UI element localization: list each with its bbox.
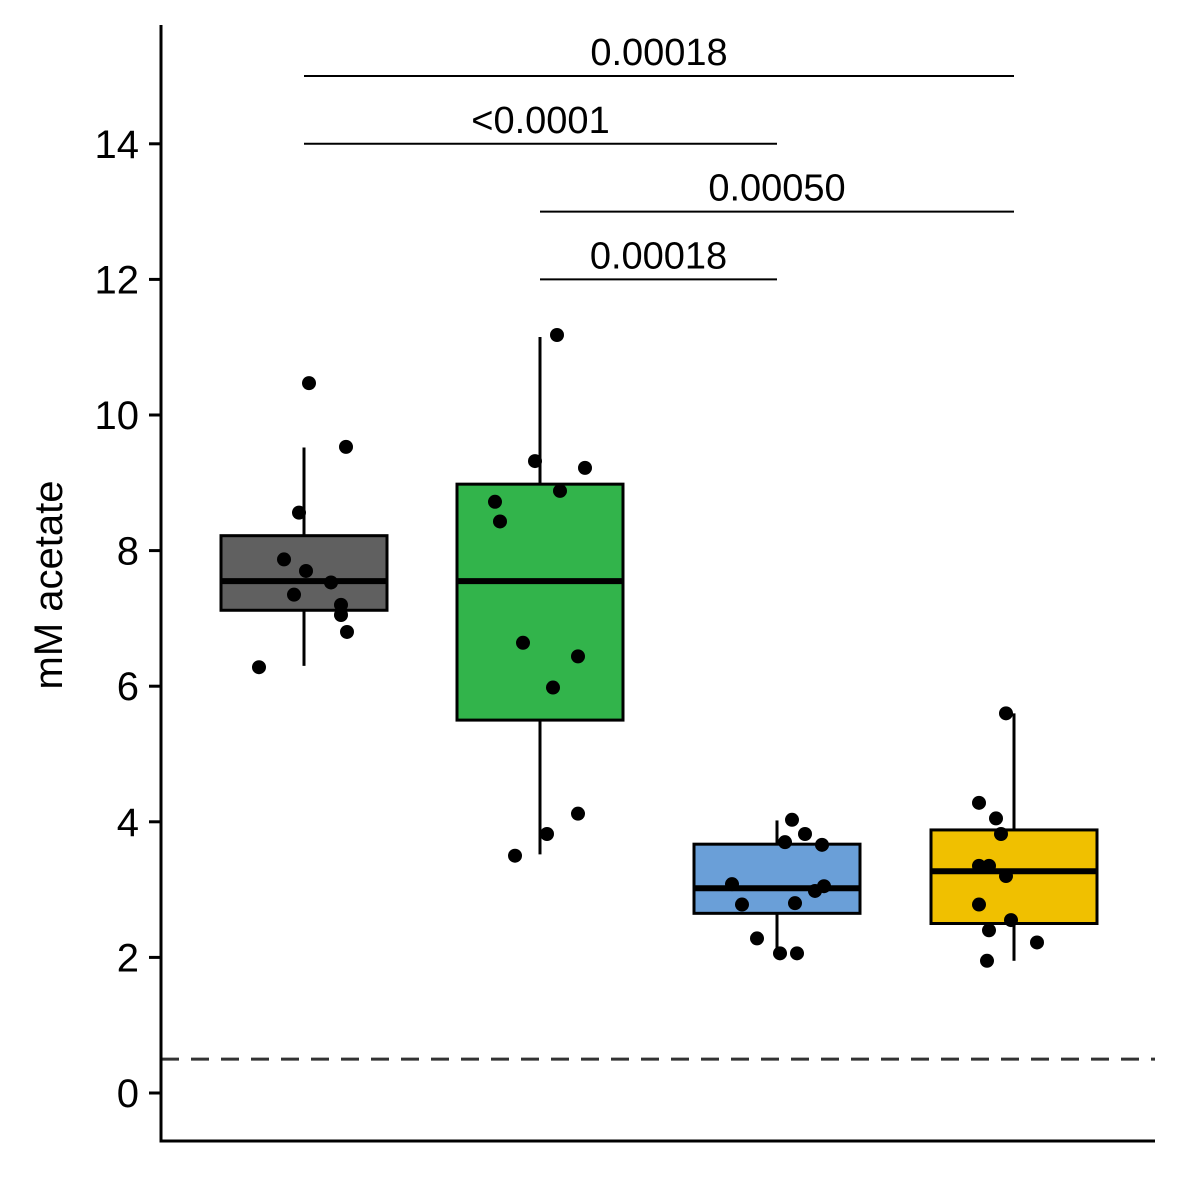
data-point	[808, 883, 822, 898]
data-point	[778, 835, 792, 850]
data-point	[302, 376, 316, 391]
data-point	[994, 827, 1008, 842]
data-point	[980, 953, 994, 968]
data-point	[571, 806, 585, 821]
comparison-brackets-layer: 0.00018 <0.0001 0.00050 0.00018	[304, 32, 1014, 281]
data-point	[773, 946, 787, 961]
box-group-1	[219, 447, 389, 666]
data-point	[725, 877, 739, 892]
comparison-p-value: 0.00018	[590, 32, 727, 74]
data-point	[324, 575, 338, 590]
comparison-p-value: 0.00050	[708, 168, 845, 210]
axes-layer: 0 2 4 6 8 10 12 14	[95, 25, 1155, 1143]
boxes-layer	[219, 337, 1099, 961]
data-point	[292, 505, 306, 520]
y-tick-label: 6	[117, 665, 139, 709]
data-point	[790, 946, 804, 961]
y-tick-label: 10	[95, 394, 140, 438]
data-point	[334, 597, 348, 612]
data-point	[493, 514, 507, 529]
data-point	[982, 858, 996, 873]
y-tick-label: 8	[117, 530, 139, 574]
data-point	[798, 827, 812, 842]
box-iqr	[929, 828, 1099, 925]
data-point	[334, 608, 348, 623]
y-tick-label: 14	[95, 123, 140, 167]
data-point	[252, 660, 266, 675]
box-group-3	[692, 820, 862, 955]
data-point	[1004, 913, 1018, 928]
data-point	[982, 923, 996, 938]
y-tick-label: 12	[95, 258, 140, 302]
data-point	[1030, 935, 1044, 950]
data-point	[546, 680, 560, 695]
comparison-p-value: <0.0001	[471, 100, 609, 142]
points-layer	[252, 327, 1044, 968]
box-iqr	[692, 842, 862, 915]
data-point	[553, 483, 567, 498]
data-point	[340, 624, 354, 639]
y-axis-label: mM acetate	[27, 481, 71, 690]
data-point	[578, 460, 592, 475]
data-point	[488, 494, 502, 509]
data-point	[299, 563, 313, 578]
data-point	[750, 931, 764, 946]
y-tick-label: 4	[117, 801, 139, 845]
data-point	[999, 706, 1013, 721]
data-point	[999, 869, 1013, 884]
data-point	[972, 795, 986, 810]
data-point	[277, 552, 291, 567]
data-point	[550, 327, 564, 342]
data-point	[339, 439, 353, 454]
data-point	[788, 896, 802, 911]
data-point	[815, 837, 829, 852]
data-point	[989, 811, 1003, 826]
y-tick-label: 2	[117, 936, 139, 980]
data-point	[972, 897, 986, 912]
box-iqr	[455, 482, 625, 722]
box-group-2	[455, 337, 625, 855]
comparison-p-value: 0.00018	[590, 235, 727, 277]
data-point	[287, 587, 301, 602]
data-point	[735, 897, 749, 912]
data-point	[571, 649, 585, 664]
data-point	[540, 827, 554, 842]
data-point	[785, 812, 799, 827]
data-point	[516, 635, 530, 650]
data-point	[528, 454, 542, 469]
data-point	[508, 848, 522, 863]
y-tick-label: 0	[117, 1072, 139, 1116]
data-point	[972, 858, 986, 873]
